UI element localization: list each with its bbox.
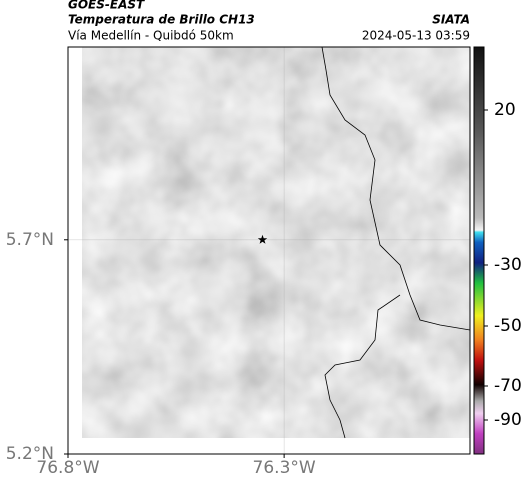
border-line [321,46,471,331]
location-marker [257,234,268,244]
x-tick-label: 76.8°W [36,458,99,478]
datetime: 2024-05-13 03:59 [362,29,470,43]
colorbar [473,46,485,455]
y-tick-label: 5.2°N [6,444,54,464]
title: GOES-EAST [68,0,145,12]
org: SIATA [432,13,470,27]
colorbar-tick-label: -70 [494,376,522,396]
colorbar-tick-label: -90 [494,410,522,430]
brightness-image [82,47,470,438]
x-tick-label: 76.3°W [253,458,316,478]
map-frame [67,46,471,455]
border-line [324,294,401,439]
colorbar-tick-label: -30 [494,255,522,275]
route: Vía Medellín - Quibdó 50km [68,29,234,43]
colorbar-tick-label: -50 [494,316,522,336]
colorbar-tick-label: 20 [494,100,516,120]
subtitle: Temperatura de Brillo CH13 [68,13,255,27]
y-tick-label: 5.7°N [6,230,54,250]
